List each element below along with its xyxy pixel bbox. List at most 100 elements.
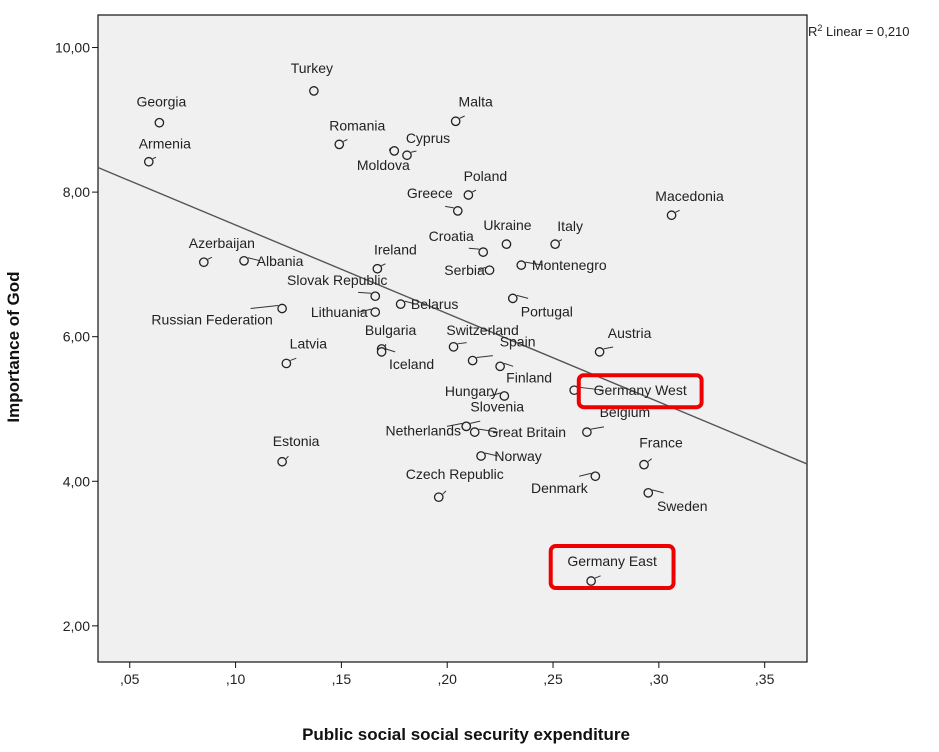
point-poland [463,190,474,200]
leader-line-france [647,458,653,463]
label-armenia: Armenia [139,136,191,152]
leader-line-slovak-republic [358,291,372,294]
x-tick-label: ,05 [120,671,140,687]
label-netherlands: Netherlands [386,422,462,438]
leader-line-portugal [516,294,529,299]
point-greece [452,206,463,216]
regression-line [97,166,808,465]
leader-line-denmark [579,472,592,477]
label-italy: Italy [557,218,583,234]
label-iceland: Iceland [389,356,434,372]
leader-line-cyprus [410,150,417,153]
leader-line-norway [484,452,498,457]
point-turkey [309,86,319,96]
label-austria: Austria [608,325,652,341]
x-axis-title: Public social social security expenditur… [302,725,630,744]
label-albania: Albania [257,253,304,269]
point-iceland [376,347,387,357]
label-macedonia: Macedonia [655,188,724,204]
label-sweden: Sweden [657,498,708,514]
leader-line-montenegro [525,261,543,266]
leader-line-switzerland [457,342,467,345]
highlight-boxes [548,373,704,591]
point-malta [450,116,461,127]
leader-line-spain [476,355,493,359]
y-tick-label: 4,00 [63,473,90,489]
label-estonia: Estonia [273,433,320,449]
highlight-box-germany-east [548,544,676,591]
label-greece: Greece [407,185,453,201]
label-belarus: Belarus [411,296,458,312]
label-azerbaijan: Azerbaijan [189,235,255,251]
label-portugal: Portugal [521,303,573,319]
leader-line-belgium [590,426,605,430]
point-ukraine [501,239,512,250]
y-tick-label: 10,00 [55,40,90,56]
point-ireland [372,263,383,274]
point-albania [239,255,249,266]
plot-area [97,14,808,663]
r-squared-label: R2 Linear = 0,210 [808,23,910,39]
label-croatia: Croatia [429,228,474,244]
label-germany-west: Germany West [594,382,687,398]
point-netherlands [461,421,472,432]
point-cyprus [402,150,412,161]
highlight-box-germany-west [576,373,704,410]
y-axis: 2,00 4,00 6,00 8,00 10,00 [55,40,98,634]
x-tick-label: ,25 [543,671,563,687]
leader-line-armenia [152,156,157,160]
point-italy [550,239,560,250]
leader-line-azerbaijan [207,256,213,260]
label-bulgaria: Bulgaria [365,322,417,338]
label-serbia: Serbia [444,262,485,278]
leader-line-serbia [478,266,486,271]
y-axis-title: Importance of God [4,271,23,422]
point-latvia [281,358,292,369]
leader-line-latvia [290,357,297,361]
point-azerbaijan [198,257,209,268]
label-ukraine: Ukraine [483,217,531,233]
label-cyprus: Cyprus [406,130,450,146]
point-belarus [395,299,406,310]
point-france [639,459,649,470]
leader-line-belarus [404,300,417,305]
point-austria [594,347,605,357]
label-russian-federation: Russian Federation [151,311,272,327]
point-labels: Turkey Georgia Malta Romania Cyprus Moldova Ar… [136,60,724,569]
y-tick-label: 6,00 [63,329,90,345]
label-lithuania: Lithuania [311,304,368,320]
point-romania [334,139,345,150]
leader-line-russian-federation [250,305,279,309]
label-finland: Finland [506,369,552,385]
x-tick-label: ,35 [755,671,775,687]
x-tick-label: ,20 [437,671,457,687]
label-ireland: Ireland [374,242,417,258]
point-estonia [277,456,287,467]
point-portugal [507,293,518,304]
label-hungary: Hungary [445,383,498,399]
leader-line-lithuania [358,308,372,313]
point-sweden [643,487,654,498]
leader-line-poland [472,189,477,193]
label-georgia: Georgia [136,94,186,110]
point-switzerland [448,341,459,352]
x-tick-label: ,10 [226,671,246,687]
leader-line-germany-west [578,386,604,391]
label-switzerland: Switzerland [446,322,518,338]
leader-line-macedonia [675,209,680,213]
leader-line-italy [558,239,563,242]
label-moldova: Moldova [357,157,410,173]
y-tick-label: 2,00 [63,618,90,634]
point-czech-republic [433,492,444,503]
label-spain: Spain [500,334,536,350]
point-spain [467,355,478,366]
point-germany-east [586,576,596,586]
leader-line-finland [503,362,514,367]
label-france: France [639,435,683,451]
label-poland: Poland [464,168,508,184]
y-tick-label: 8,00 [63,184,90,200]
point-serbia [484,265,495,276]
point-hungary [499,391,510,401]
label-czech-republic: Czech Republic [406,466,504,482]
